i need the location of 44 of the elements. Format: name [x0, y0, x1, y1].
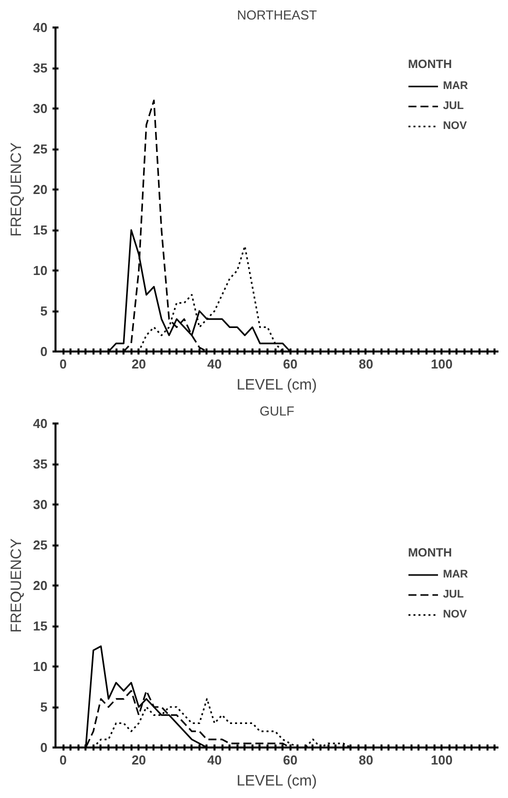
y-tick-label: 35 [33, 60, 48, 76]
legend-title: MONTH [408, 546, 453, 560]
y-tick-label: 15 [33, 618, 48, 634]
x-tick-label: 60 [283, 356, 298, 372]
y-tick-label: 40 [33, 416, 48, 431]
legend-title: MONTH [408, 57, 453, 71]
x-tick-label: 40 [207, 356, 222, 372]
legend-label: NOV [442, 120, 467, 132]
chart-title: GULF [260, 404, 294, 418]
x-tick-label: 100 [430, 752, 453, 768]
y-tick-label: 15 [33, 222, 48, 238]
legend-label: JUL [442, 100, 464, 112]
y-tick-label: 10 [33, 659, 48, 674]
y-tick-label: 40 [33, 20, 48, 35]
y-tick-label: 35 [33, 456, 48, 472]
y-tick-label: 30 [33, 101, 48, 116]
y-axis-title: FREQUENCY [8, 142, 26, 237]
x-tick-label: 0 [59, 752, 67, 768]
y-tick-label: 30 [33, 497, 48, 512]
x-tick-label: 20 [132, 752, 146, 768]
y-tick-label: 10 [33, 263, 48, 278]
x-tick-label: 100 [430, 356, 453, 372]
y-tick-label: 25 [33, 142, 48, 156]
y-tick-label: 25 [33, 538, 48, 552]
x-tick-label: 80 [358, 752, 374, 768]
x-tick-label: 40 [207, 752, 222, 768]
chart-title: NORTHEAST [237, 8, 318, 22]
x-axis-title: LEVEL (cm) [236, 772, 317, 790]
y-tick-label: 20 [33, 578, 48, 593]
legend-label: MAR [442, 80, 468, 92]
x-tick-label: 20 [132, 356, 146, 372]
y-axis-title: FREQUENCY [8, 538, 26, 633]
y-tick-label: 0 [40, 344, 48, 359]
x-tick-label: 0 [59, 356, 67, 372]
y-tick-label: 5 [40, 304, 48, 318]
x-axis-title: LEVEL (cm) [236, 376, 317, 394]
y-tick-label: 20 [33, 182, 48, 197]
y-tick-label: 0 [40, 740, 48, 755]
x-tick-label: 60 [283, 752, 298, 768]
y-tick-label: 5 [40, 700, 48, 714]
legend-label: NOV [442, 608, 467, 620]
legend-label: MAR [442, 568, 468, 580]
x-tick-label: 80 [358, 356, 374, 372]
legend-label: JUL [442, 588, 464, 600]
